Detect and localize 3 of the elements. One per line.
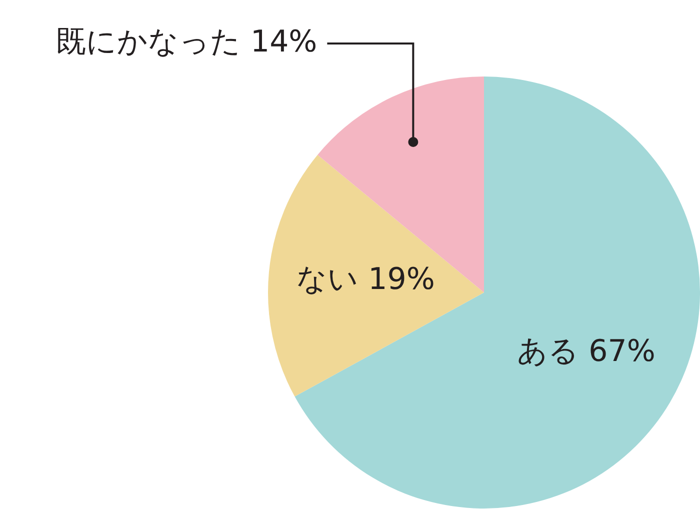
slice-label: ない 19% <box>296 262 435 298</box>
slice-label: 既にかなった 14% <box>56 24 318 60</box>
slice-label: ある 67% <box>517 334 656 369</box>
